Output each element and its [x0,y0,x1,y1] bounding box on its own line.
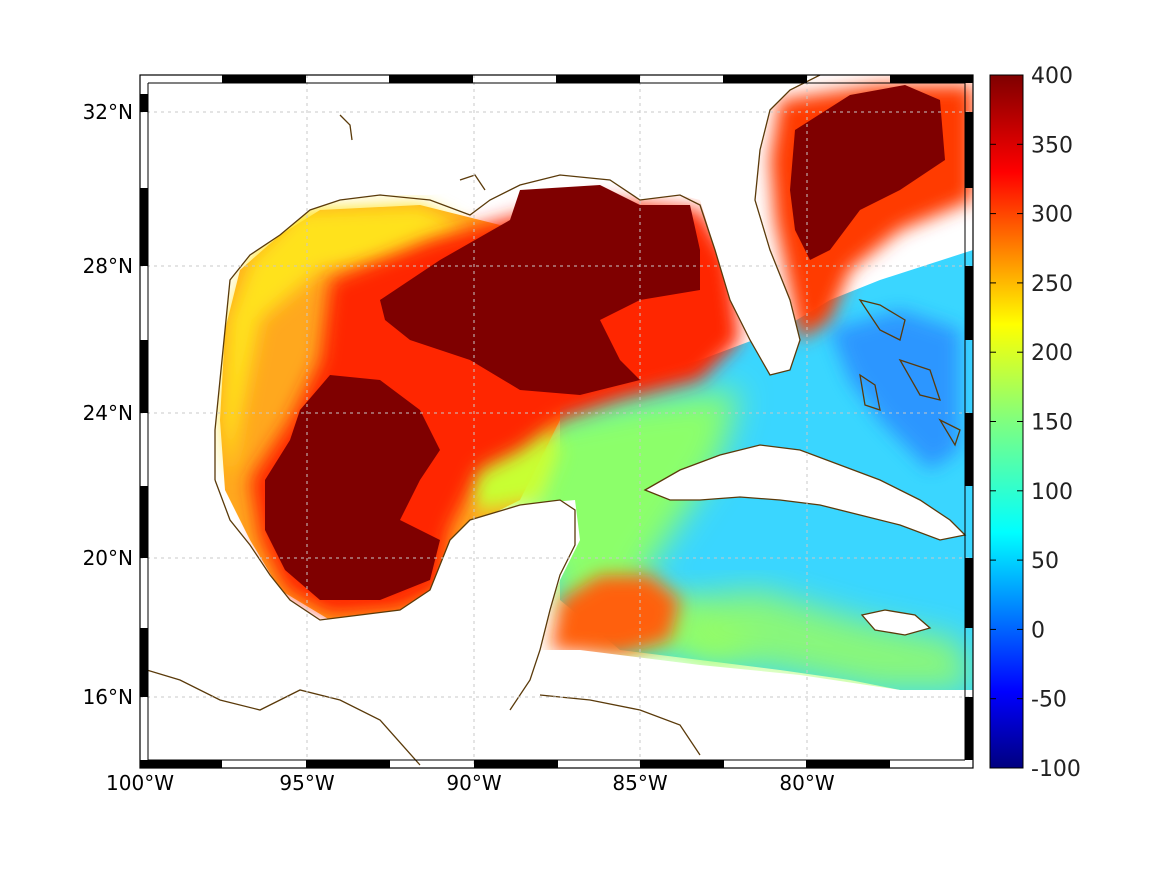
land-cuba [645,445,965,540]
land-mask [140,75,973,768]
map-frame [139,74,974,769]
land-north-america [140,75,973,768]
lat-tick-32n: 32°N [83,100,133,124]
land-yucatan [440,500,580,660]
field-west-coast-yellow [222,205,470,480]
colorbar-tick-label: 50 [1031,549,1059,574]
lon-tick-80w: 80°W [779,771,834,795]
field-gulf-stream-darkred [790,85,945,260]
colorbar-tick-label: 100 [1031,480,1073,505]
colorbar-tick-label: 350 [1031,133,1073,158]
coastline-mexico [214,479,576,711]
lon-tick-90w: 90°W [446,771,501,795]
data-field [220,85,973,690]
colorbar-tick-labels: 400 350 300 250 200 150 100 50 0 -50 -100 [1031,64,1081,782]
land-jamaica [862,610,930,635]
colorbar-tick-marks [990,74,1023,769]
coastline-central-america [140,667,701,766]
coastline-texas-islands [339,114,486,191]
lat-tick-16n: 16°N [83,685,133,709]
gridlines [140,75,973,768]
field-bahamas-blue [830,310,960,470]
field-yucatan-orange [550,575,680,655]
colorbar-tick-label: 150 [1031,411,1073,436]
lat-tick-20n: 20°N [83,546,133,570]
coastline-us-gulf [214,75,821,480]
field-loop-current-darkred [380,185,700,395]
colorbar-tick-label: 400 [1031,64,1073,89]
lon-tick-95w: 95°W [279,771,334,795]
colorbar: 400 350 300 250 200 150 100 50 0 -50 -100 [989,64,1081,782]
lat-axis-labels: 32°N 28°N 24°N 20°N 16°N [83,100,133,709]
colorbar-tick-label: 250 [1031,272,1073,297]
colorbar-tick-label: 300 [1031,203,1073,228]
field-sw-gulf-darkred [265,375,440,600]
field-caribbean-south-green [660,590,973,690]
colorbar-tick-label: -100 [1031,757,1081,782]
lat-tick-24n: 24°N [83,401,133,425]
lon-tick-85w: 85°W [612,771,667,795]
colorbar-tick-label: 0 [1031,618,1045,643]
coastline-bahamas [858,298,961,447]
coastline-jamaica [860,609,932,636]
lon-axis-labels: 100°W 95°W 90°W 85°W 80°W [106,771,835,795]
colorbar-tick-label: 200 [1031,341,1073,366]
colorbar-tick-label: -50 [1031,688,1067,713]
lat-tick-28n: 28°N [83,254,133,278]
lon-tick-100w: 100°W [106,771,174,795]
